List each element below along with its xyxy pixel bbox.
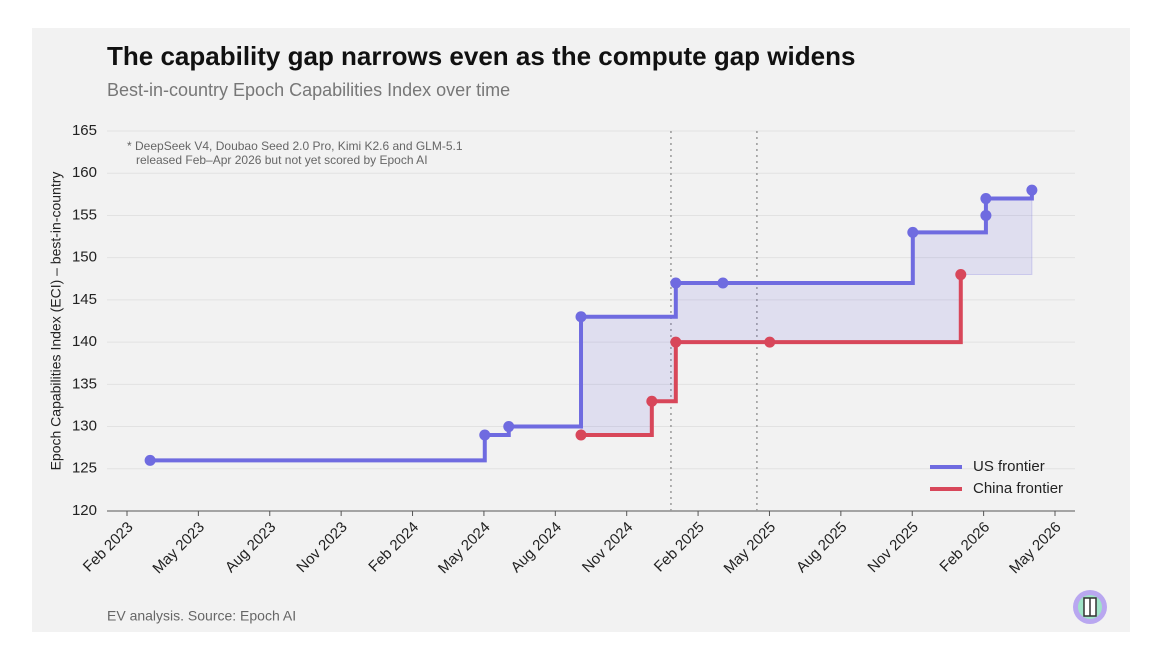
y-tick-label: 155 [72, 206, 97, 223]
data-point [479, 429, 491, 441]
legend-label: US frontier [973, 458, 1045, 475]
legend-label: China frontier [973, 480, 1063, 497]
annotation: * DeepSeek V4, Doubao Seed 2.0 Pro, Kimi… [127, 139, 463, 153]
y-axis-label: Epoch Capabilities Index (ECI) – best-in… [48, 172, 64, 471]
data-point [670, 277, 682, 289]
y-tick-label: 145 [72, 291, 97, 308]
logo [1073, 590, 1107, 624]
chart-title: The capability gap narrows even as the c… [107, 41, 855, 71]
data-point [503, 421, 515, 433]
data-point [575, 429, 587, 441]
data-point [955, 269, 967, 281]
y-tick-label: 140 [72, 333, 97, 350]
data-point [144, 454, 156, 466]
data-point [670, 336, 682, 348]
step-line [581, 274, 963, 437]
chart-subtitle: Best-in-country Epoch Capabilities Index… [107, 80, 510, 100]
y-tick-label: 165 [72, 122, 97, 139]
data-point [764, 336, 776, 348]
data-point [980, 209, 992, 221]
y-tick-label: 130 [72, 418, 97, 435]
data-point [717, 277, 729, 289]
data-point [980, 193, 992, 205]
annotation: released Feb–Apr 2026 but not yet scored… [136, 153, 428, 167]
y-tick-label: 160 [72, 164, 97, 181]
y-tick-label: 150 [72, 249, 97, 266]
y-tick-label: 125 [72, 460, 97, 477]
y-tick-label: 120 [72, 502, 97, 519]
data-point [907, 226, 919, 238]
data-point [646, 395, 658, 407]
data-point [1026, 184, 1038, 196]
source: EV analysis. Source: Epoch AI [107, 608, 296, 624]
y-tick-label: 135 [72, 375, 97, 392]
data-point [575, 311, 587, 323]
